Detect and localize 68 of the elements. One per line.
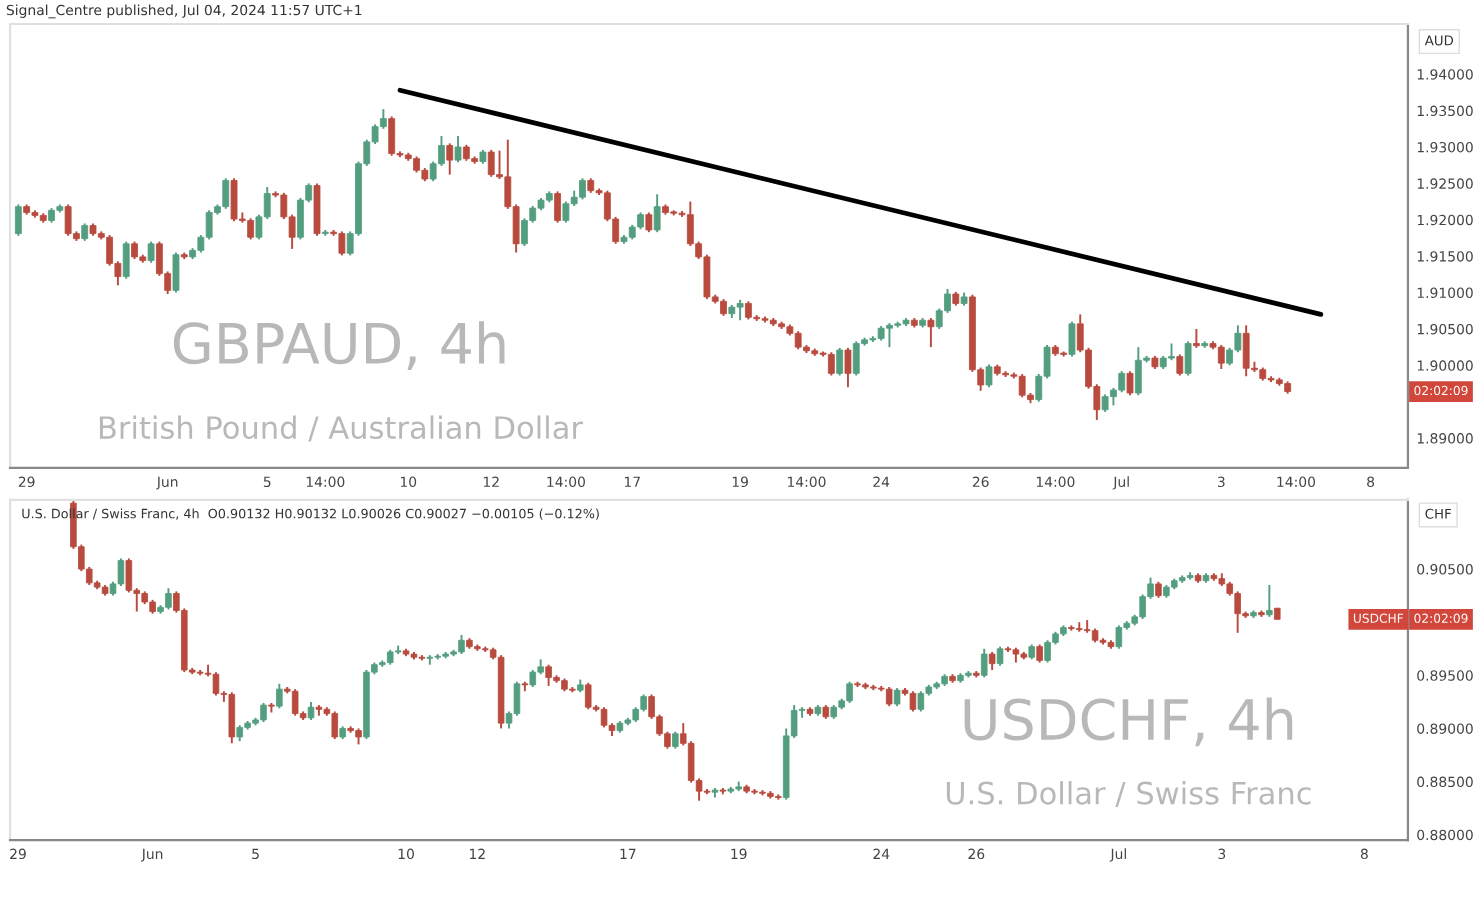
candlestick bbox=[1242, 324, 1250, 378]
candlestick bbox=[1234, 590, 1241, 634]
annotation: GBPAUD, 4h bbox=[173, 321, 505, 370]
candlestick bbox=[827, 351, 835, 377]
candlestick bbox=[147, 240, 155, 264]
candlestick bbox=[276, 682, 283, 710]
candlestick bbox=[653, 193, 661, 234]
candlestick bbox=[836, 346, 844, 377]
annotation: British Pound / Australian Dollar bbox=[99, 415, 583, 442]
candlestick bbox=[917, 690, 925, 713]
candlestick bbox=[745, 300, 752, 321]
candlestick bbox=[487, 148, 495, 178]
candlestick bbox=[125, 557, 133, 594]
annotation: USDCHF, 4h bbox=[964, 697, 1293, 747]
candlestick bbox=[1126, 370, 1134, 397]
candlestick bbox=[228, 691, 236, 745]
candlestick bbox=[1044, 639, 1051, 664]
candlestick bbox=[1118, 370, 1126, 394]
candlestick bbox=[545, 663, 552, 687]
candlestick bbox=[1134, 346, 1142, 397]
annotation: U.S. Dollar / Swiss Franc bbox=[946, 781, 1311, 808]
candlestick bbox=[996, 645, 1004, 667]
candlestick bbox=[1115, 624, 1123, 650]
candlestick bbox=[909, 690, 917, 713]
candlestick bbox=[1036, 643, 1043, 664]
candlestick bbox=[927, 317, 935, 349]
candlestick bbox=[893, 687, 901, 708]
candlestick bbox=[1068, 320, 1076, 358]
candlestick bbox=[446, 142, 454, 176]
candlestick bbox=[886, 322, 893, 349]
candlestick bbox=[1176, 353, 1184, 377]
candlestick bbox=[846, 680, 853, 704]
candlestick bbox=[794, 330, 802, 351]
candlestick bbox=[64, 203, 72, 237]
candlestick bbox=[260, 701, 267, 724]
candlestick bbox=[645, 211, 653, 234]
candlestick bbox=[165, 587, 172, 611]
candlestick bbox=[554, 190, 561, 224]
candlestick bbox=[331, 710, 339, 741]
candlestick bbox=[988, 650, 996, 671]
candlestick bbox=[980, 647, 988, 679]
candlestick bbox=[1018, 373, 1026, 399]
candlestick bbox=[844, 346, 852, 389]
candlestick bbox=[291, 688, 299, 717]
candlestick bbox=[1266, 584, 1273, 618]
candlestick bbox=[454, 135, 462, 164]
candlestick bbox=[458, 633, 465, 656]
candlestick bbox=[338, 230, 346, 257]
candlestick bbox=[222, 177, 230, 210]
candlestick bbox=[1217, 343, 1225, 370]
candlestick bbox=[885, 686, 893, 708]
candlestick bbox=[579, 177, 586, 201]
candlestick bbox=[307, 700, 315, 721]
candlestick bbox=[388, 115, 396, 157]
candlestick bbox=[600, 706, 608, 729]
candlestick bbox=[1192, 327, 1200, 349]
candlestick bbox=[736, 298, 744, 322]
candlestick bbox=[1184, 340, 1192, 377]
candlestick bbox=[584, 681, 592, 711]
candlestick bbox=[247, 217, 255, 241]
candlestick bbox=[14, 203, 22, 237]
candlestick bbox=[852, 340, 860, 377]
candlestick bbox=[117, 557, 125, 588]
candlestick bbox=[172, 251, 180, 294]
candlestick bbox=[122, 240, 130, 280]
candlestick bbox=[985, 363, 993, 389]
candlestick bbox=[230, 177, 238, 223]
candlestick bbox=[212, 671, 220, 697]
